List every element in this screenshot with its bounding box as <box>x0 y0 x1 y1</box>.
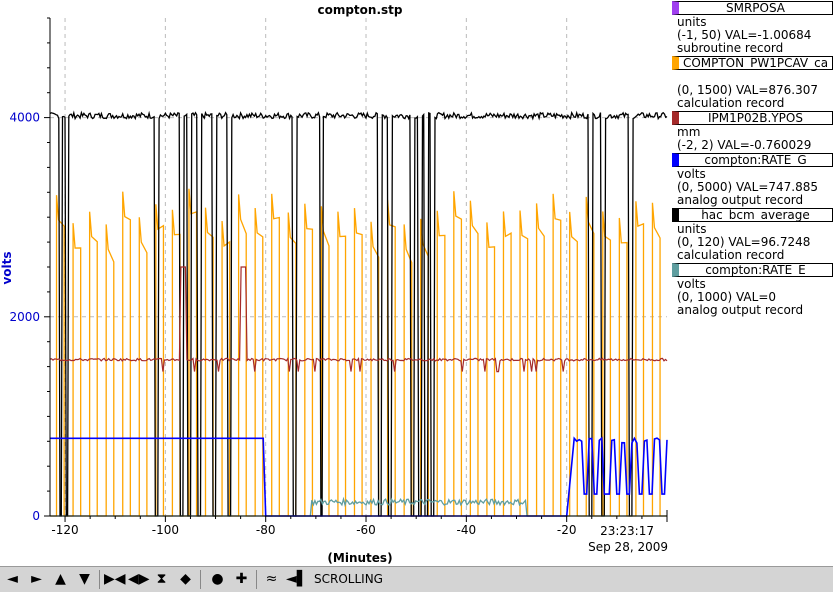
legend-series-name[interactable]: SMRPOSA <box>672 1 833 15</box>
legend-series-name[interactable]: COMPTON_PW1PCAV_ca <box>672 56 833 70</box>
scroll-mode-icon[interactable]: ◄▌ <box>286 571 308 587</box>
axes: -120 -100 -80 -60 -40 -20 0 2000 4000 <box>9 17 668 537</box>
zoom-in-x-icon[interactable]: ▶◀ <box>104 571 126 587</box>
grid-lines <box>50 18 667 516</box>
chart-title: compton.stp <box>317 3 402 17</box>
x-tick-label: -80 <box>256 523 276 537</box>
timestamp-date: Sep 28, 2009 <box>588 540 668 554</box>
y-tick-label: 2000 <box>9 310 40 324</box>
legend-line2: (-2, 2) VAL=-0.760029 <box>677 138 812 152</box>
y-tick-label: 4000 <box>9 111 40 125</box>
legend-entry[interactable]: IPM1P02B.YPOS mm (-2, 2) VAL=-0.760029 <box>672 111 833 152</box>
y-tick-label: 0 <box>32 509 40 523</box>
toolbar-separator <box>99 570 100 589</box>
legend-line3: subroutine record <box>677 41 784 55</box>
legend-entry[interactable]: compton:RATE_E volts (0, 1000) VAL=0 analog… <box>672 263 833 317</box>
legend-line2: (0, 1500) VAL=876.307 <box>677 83 818 97</box>
scroll-status-text: SCROLLING <box>314 572 383 586</box>
scroll-left-icon[interactable]: ◄ <box>7 571 18 587</box>
timestamp-time: 23:23:17 <box>600 524 654 538</box>
zoom-in-y-icon[interactable]: ⧗ <box>156 571 167 587</box>
legend-panel: SMRPOSA units (-1, 50) VAL=-1.00684 subrout… <box>672 0 833 317</box>
legend-series-name[interactable]: hac_bcm_average <box>672 208 833 222</box>
legend-line1: units <box>677 15 707 29</box>
zoom-out-y-icon[interactable]: ◆ <box>180 571 191 587</box>
legend-line3: calculation record <box>677 96 785 110</box>
x-tick-label: -60 <box>356 523 376 537</box>
x-tick-label: -120 <box>51 523 78 537</box>
legend-line2: (0, 120) VAL=96.7248 <box>677 235 811 249</box>
legend-entry[interactable]: COMPTON_PW1PCAV_ca (0, 1500) VAL=876.307 c… <box>672 56 833 110</box>
legend-series-name[interactable]: compton:RATE_G <box>672 153 833 167</box>
zoom-out-x-icon[interactable]: ◀▶ <box>128 571 150 587</box>
x-tick-label: -20 <box>557 523 577 537</box>
scroll-up-icon[interactable]: ▲ <box>55 571 66 587</box>
legend-entry[interactable]: hac_bcm_average units (0, 120) VAL=96.7248… <box>672 208 833 262</box>
series-line-IPM1P02B.YPOS <box>49 266 668 373</box>
legend-series-name[interactable]: IPM1P02B.YPOS <box>672 111 833 125</box>
legend-line1: volts <box>677 167 706 181</box>
legend-line1: volts <box>677 277 706 291</box>
autoscale-icon[interactable]: ≈ <box>265 571 278 587</box>
x-tick-label: -40 <box>457 523 477 537</box>
toolbar-separator <box>200 570 201 589</box>
strip-chart[interactable]: -120 -100 -80 -60 -40 -20 0 2000 4000 compton.st… <box>0 0 833 566</box>
scroll-down-icon[interactable]: ▼ <box>79 571 90 587</box>
legend-entry[interactable]: SMRPOSA units (-1, 50) VAL=-1.00684 subrout… <box>672 1 833 55</box>
series-line-compton-RATE_G <box>50 436 668 517</box>
legend-line3: analog output record <box>677 303 804 317</box>
legend-line3: analog output record <box>677 193 804 207</box>
toolbar: SCROLLING ◄ ► ▲ ▼ ▶◀ ◀▶ ⧗ ◆ ● ✚ ≈ ◄▌ <box>0 566 833 592</box>
legend-line1: mm <box>677 125 701 139</box>
x-tick-label: -100 <box>152 523 179 537</box>
y-axis-label: volts <box>0 251 14 284</box>
legend-series-name[interactable]: compton:RATE_E <box>672 263 833 277</box>
series-line-hac_bcm_average <box>49 110 668 517</box>
legend-line3: calculation record <box>677 248 785 262</box>
legend-line2: (0, 1000) VAL=0 <box>677 290 777 304</box>
legend-line2: (0, 5000) VAL=747.885 <box>677 180 818 194</box>
x-axis-label: (Minutes) <box>327 551 392 565</box>
legend-line2: (-1, 50) VAL=-1.00684 <box>677 28 812 42</box>
add-icon[interactable]: ✚ <box>235 571 248 587</box>
legend-line1: units <box>677 222 707 236</box>
toolbar-separator <box>256 570 257 589</box>
legend-entry[interactable]: compton:RATE_G volts (0, 5000) VAL=747.885… <box>672 153 833 207</box>
scroll-right-icon[interactable]: ► <box>31 571 42 587</box>
stop-icon[interactable]: ● <box>211 571 224 587</box>
